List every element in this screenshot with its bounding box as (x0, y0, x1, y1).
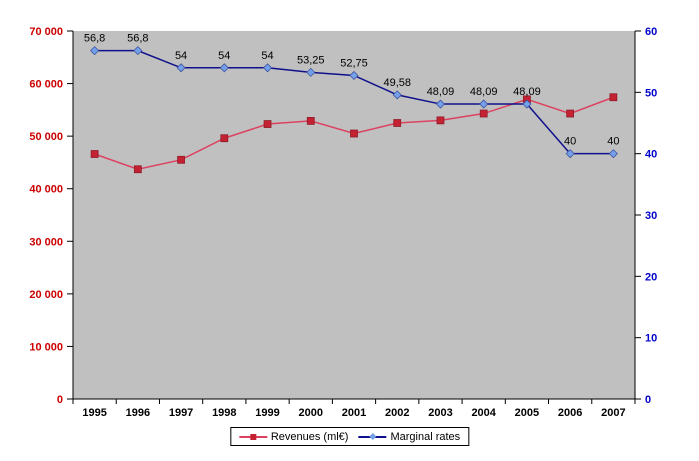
x-axis-category-label: 1997 (169, 407, 193, 419)
revenues-point-marker (90, 150, 99, 158)
revenues-point-marker (566, 109, 575, 118)
right-axis-tick-label: 60 (645, 26, 657, 38)
marginal-rate-data-label: 54 (175, 50, 187, 62)
marginal-rate-data-label: 40 (607, 136, 619, 148)
marginal-rate-data-label: 40 (564, 136, 576, 148)
marginal-rates-point-marker (90, 46, 100, 56)
marginal-rates-line-marker-icon (358, 432, 387, 441)
marginal-rate-data-label: 48,09 (513, 86, 541, 98)
plot-area (73, 31, 635, 399)
left-axis-tick-label: 20 000 (29, 289, 63, 301)
marginal-rates-point-marker (608, 149, 618, 159)
revenues-point-marker (220, 134, 229, 143)
marginal-rates-point-marker (263, 63, 273, 73)
x-axis-category-label: 2000 (299, 407, 323, 419)
marginal-rate-data-label: 49,58 (383, 77, 411, 89)
marginal-rates-point-marker (133, 46, 143, 56)
x-axis-category-label: 2003 (428, 407, 452, 419)
marginal-rates-point-marker (392, 90, 402, 100)
x-axis-category-label: 2006 (558, 407, 582, 419)
x-axis-category-label: 2001 (342, 407, 366, 419)
marginal-rates-point-marker (479, 99, 489, 109)
marginal-rate-data-label: 54 (261, 50, 273, 62)
series-revenues (90, 93, 618, 174)
x-axis: 1995 1996 1997 1998 1999 2000 2001 2002 2003 2004… (72, 398, 636, 419)
marginal-rates-legend-label: Marginal rates (390, 430, 461, 443)
marginal-rate-data-label: 56,8 (84, 33, 105, 45)
revenues-point-marker (350, 129, 358, 138)
marginal-rates-point-marker (565, 149, 575, 159)
marginal-rate-data-label: 48,09 (470, 86, 498, 98)
left-axis-tick-label: 0 (57, 394, 63, 406)
x-axis-category-label: 1995 (82, 407, 106, 419)
marginal-rate-data-label: 56,8 (127, 33, 148, 45)
marginal-rate-data-label: 52,75 (340, 57, 368, 69)
x-axis-category-label: 1996 (126, 407, 150, 419)
right-axis-tick-label: 30 (645, 210, 657, 222)
revenues-legend-label: Revenues (ml€) (270, 430, 349, 443)
right-axis-tick-label: 0 (645, 394, 651, 406)
revenues-point-marker (436, 116, 445, 125)
left-axis-tick-label: 70 000 (29, 26, 63, 38)
series-marginal-rates (90, 46, 618, 159)
x-axis-category-label: 2007 (601, 407, 625, 419)
x-axis-category-label: 2002 (385, 407, 409, 419)
x-axis-category-label: 2004 (471, 407, 496, 419)
y-axis-right: 0 10 20 30 40 50 60 (634, 26, 657, 406)
marginal-rates-point-marker (522, 99, 532, 109)
revenues-point-marker (133, 165, 142, 174)
left-axis-tick-label: 30 000 (29, 236, 63, 248)
left-axis-tick-label: 40 000 (29, 184, 63, 196)
revenues-point-marker (609, 93, 618, 102)
revenues-point-marker (177, 155, 185, 164)
marginal-rate-data-label: 53,25 (297, 54, 325, 66)
revenues-point-marker (393, 119, 402, 127)
x-axis-category-label: 1998 (212, 407, 236, 419)
right-axis-tick-label: 40 (645, 149, 657, 161)
legend-item-marginal-rates: Marginal rates (358, 431, 460, 443)
marginal-rates-point-marker (176, 63, 186, 73)
right-axis-tick-label: 20 (645, 271, 657, 283)
left-axis-tick-label: 50 000 (29, 131, 63, 143)
revenues-point-marker (479, 109, 488, 118)
x-axis-category-label: 2005 (515, 407, 539, 419)
revenues-line-marker-icon (238, 432, 267, 441)
marginal-rates-point-marker (306, 67, 316, 77)
revenues-point-marker (306, 117, 315, 125)
point-labels: 56,8 56,8 54 54 54 53,25 52,75 49,58 48,09 48,09 4… (84, 33, 620, 148)
left-axis-tick-label: 60 000 (29, 79, 63, 91)
legend: Revenues (ml€) Marginal rates (229, 427, 470, 446)
left-axis-tick-label: 10 000 (29, 341, 63, 353)
marginal-rates-point-marker (219, 63, 229, 73)
right-axis-tick-label: 10 (645, 333, 657, 345)
marginal-rate-data-label: 54 (218, 50, 230, 62)
right-axis-tick-label: 50 (645, 87, 657, 99)
marginal-rate-data-label: 48,09 (427, 86, 455, 98)
y-axis-left: 0 10 000 20 000 30 000 40 000 50 000 60 000 70 … (29, 26, 74, 406)
marginal-rates-point-marker (435, 99, 445, 109)
x-axis-category-label: 1999 (255, 407, 279, 419)
legend-item-revenues: Revenues (ml€) (238, 430, 349, 443)
marginal-rates-point-marker (349, 70, 359, 80)
revenues-point-marker (263, 120, 272, 128)
